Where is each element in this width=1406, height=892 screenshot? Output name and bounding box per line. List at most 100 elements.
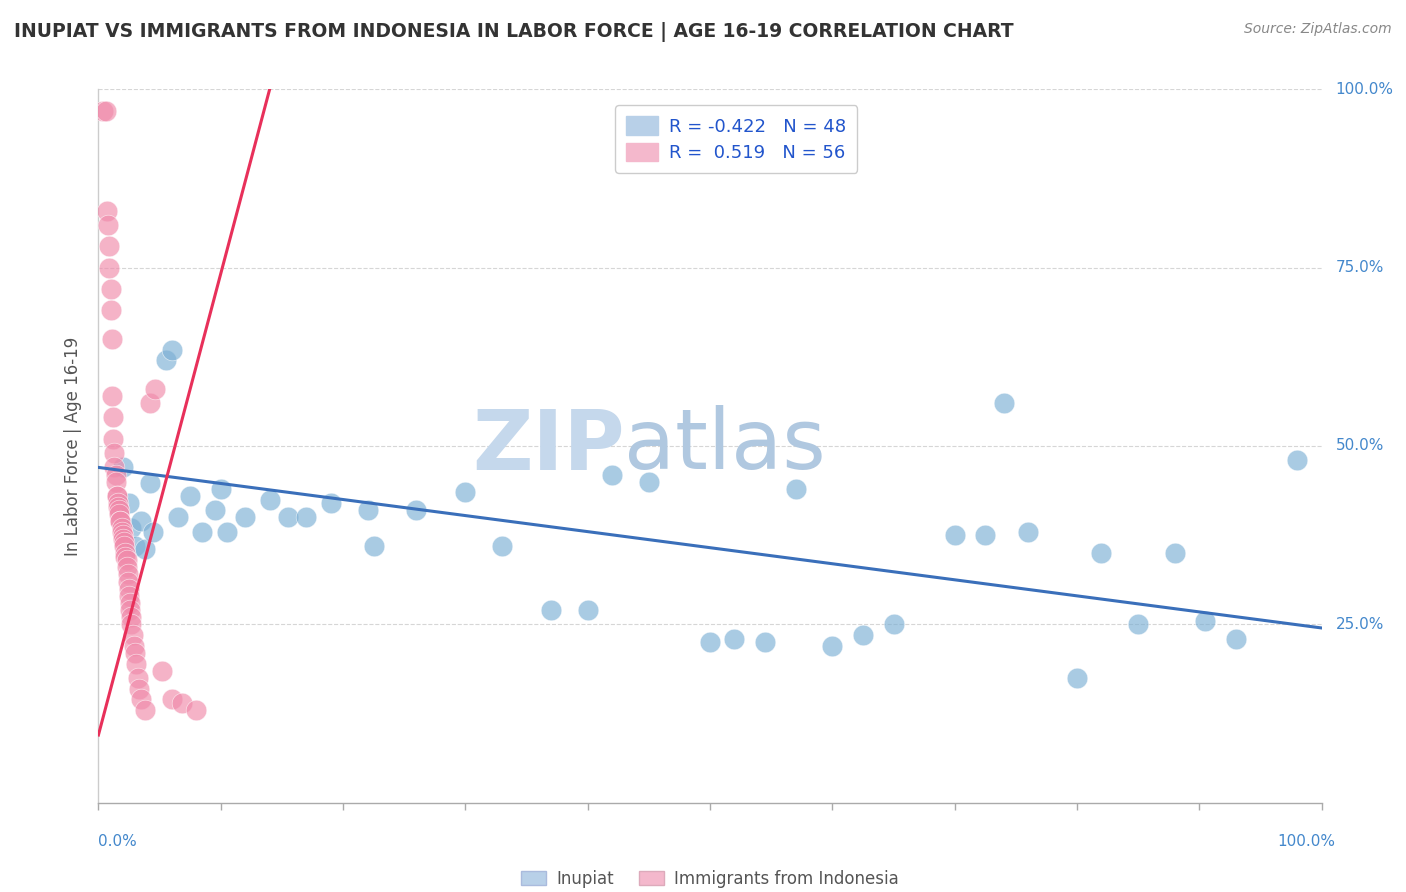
Point [134,703,156,717]
Point [124,646,146,660]
Point [754,635,776,649]
Point [129,514,152,528]
Point [98,239,121,253]
Point [943,528,966,542]
Point [100,282,122,296]
Point [179,489,201,503]
Text: 100.0%: 100.0% [1278,834,1336,849]
Text: Source: ZipAtlas.com: Source: ZipAtlas.com [1244,22,1392,37]
Point [112,535,135,549]
Point [108,507,131,521]
Point [101,432,124,446]
Point [356,503,378,517]
Point [120,610,142,624]
Point [100,303,122,318]
Point [114,546,136,560]
Point [155,353,177,368]
Point [118,582,141,596]
Point [600,467,623,482]
Point [103,460,125,475]
Point [277,510,299,524]
Point [993,396,1015,410]
Point [121,628,143,642]
Point [107,496,129,510]
Point [170,696,193,710]
Point [129,692,152,706]
Point [105,489,128,503]
Point [215,524,238,539]
Y-axis label: In Labor Force | Age 16-19: In Labor Force | Age 16-19 [65,336,83,556]
Point [112,539,135,553]
Text: ZIP: ZIP [472,406,624,486]
Point [111,528,134,542]
Point [139,396,162,410]
Point [120,603,142,617]
Point [111,460,134,475]
Point [160,692,183,706]
Point [97,218,120,232]
Point [128,681,150,696]
Point [363,539,385,553]
Point [1194,614,1216,628]
Point [105,489,128,503]
Point [111,521,134,535]
Point [111,532,134,546]
Point [699,635,721,649]
Point [454,485,477,500]
Point [124,539,146,553]
Point [209,482,232,496]
Point [110,514,132,528]
Text: 100.0%: 100.0% [1336,82,1393,96]
Point [118,496,141,510]
Point [1017,524,1039,539]
Point [191,524,214,539]
Point [111,524,134,539]
Point [120,617,142,632]
Point [101,410,124,425]
Point [160,343,183,357]
Point [118,589,141,603]
Point [540,603,562,617]
Point [974,528,997,542]
Point [637,475,661,489]
Text: 75.0%: 75.0% [1336,260,1384,275]
Text: 50.0%: 50.0% [1336,439,1384,453]
Point [115,560,138,574]
Point [107,500,129,514]
Point [91,103,114,118]
Point [115,553,138,567]
Point [405,503,427,517]
Text: 0.0%: 0.0% [98,834,138,849]
Point [94,103,117,118]
Point [150,664,173,678]
Point [785,482,807,496]
Point [96,203,118,218]
Point [491,539,513,553]
Point [233,510,256,524]
Point [259,492,281,507]
Point [120,521,142,535]
Point [852,628,875,642]
Point [120,596,142,610]
Text: atlas: atlas [624,406,827,486]
Point [117,574,139,589]
Point [576,603,599,617]
Point [101,332,124,346]
Point [108,503,131,517]
Point [883,617,905,632]
Point [114,549,136,564]
Point [186,703,208,717]
Point [1066,671,1088,685]
Legend: Inupiat, Immigrants from Indonesia: Inupiat, Immigrants from Indonesia [515,863,905,892]
Point [1128,617,1150,632]
Point [139,476,162,491]
Point [117,567,139,582]
Point [103,446,125,460]
Point [723,632,745,646]
Point [1164,546,1187,560]
Point [167,510,190,524]
Text: 25.0%: 25.0% [1336,617,1384,632]
Point [127,671,149,685]
Point [319,496,342,510]
Point [295,510,318,524]
